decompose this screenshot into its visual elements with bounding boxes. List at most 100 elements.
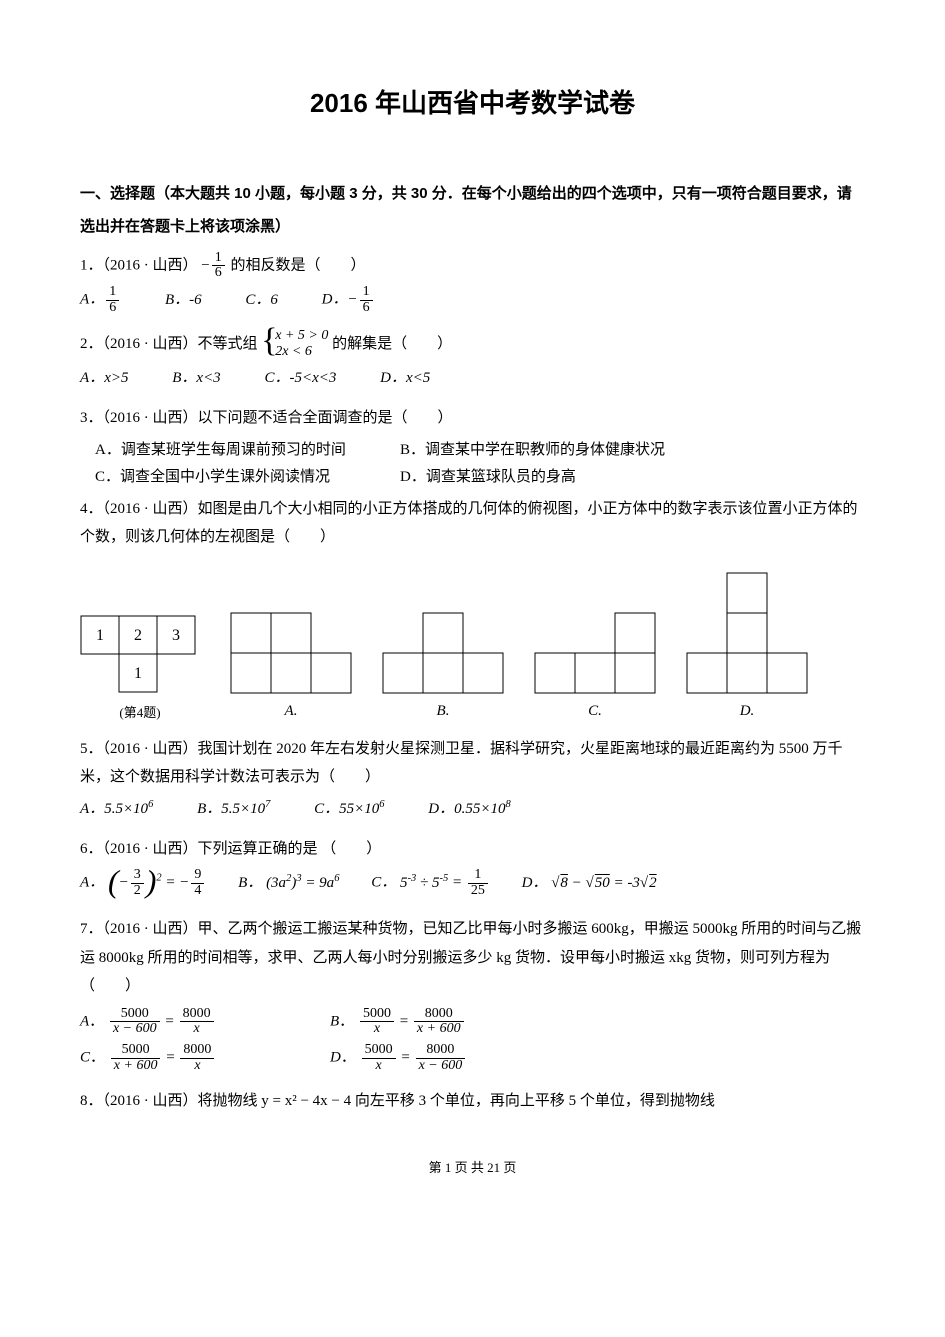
q7B-rn: 8000 [414,1007,464,1023]
q7A-ld: x − 600 [110,1022,160,1037]
question-6: 6．（2016 · 山西）下列运算正确的是 （ ） [80,835,865,864]
svg-text:1: 1 [96,627,104,644]
q6Ce2: -5 [439,873,448,884]
q1-frac-d: 6 [212,266,225,281]
q7B-ld: x [360,1022,394,1037]
footer-a: 第 [429,1160,445,1175]
page-footer: 第 1 页 共 21 页 [80,1156,865,1179]
q5De: 8 [506,799,511,810]
q4-caption: (第4题) [80,701,200,724]
q6A-rd: 4 [191,884,204,899]
q7D-rd: x − 600 [416,1059,466,1074]
q4-topview: 1 2 3 1 (第4题) [80,615,200,724]
q2-stem-a: 2．（2016 · 山西）不等式组 [80,336,261,352]
q6Crn: 1 [468,868,488,884]
question-5: 5．（2016 · 山西）我国计划在 2020 年左右发射火星探测卫星．据科学研… [80,735,865,792]
q6Dc: 2 [648,875,657,891]
q5Ae: 6 [148,799,153,810]
q1D-d: 6 [360,301,373,316]
section-header: 一、选择题（本大题共 10 小题，每小题 3 分，共 30 分．在每个小题给出的… [80,177,865,243]
question-1: 1．（2016 · 山西） −16 的相反数是（ ） [80,251,865,281]
question-4: 4．（2016 · 山西）如图是由几个大小相同的小正方体搭成的几何体的俯视图，小… [80,495,865,552]
q7C-ld: x + 600 [111,1059,161,1074]
q2-sys-r1: x + 5 > 0 [275,328,328,345]
q7A-rd: x [180,1022,214,1037]
q2B: x<3 [196,370,220,386]
q5Ce: 6 [379,799,384,810]
optC-svg [534,612,656,694]
svg-text:3: 3 [172,627,180,644]
q4-optA: A. [230,612,352,725]
q1D-n: 1 [360,285,373,301]
q6B1: (3a [266,875,286,891]
question-2: 2．（2016 · 山西）不等式组 x + 5 > 0 2x < 6 的解集是（… [80,328,865,362]
optA-svg [230,612,352,694]
q1A-n: 1 [106,285,119,301]
optD-svg [686,572,808,694]
q5C: 55×10 [339,801,379,817]
q6Be3: 6 [334,873,339,884]
q7C-ln: 5000 [111,1043,161,1059]
q5A: 5.5×10 [104,801,148,817]
q7A-rn: 8000 [180,1007,214,1023]
q7B-rd: x + 600 [414,1022,464,1037]
q2A: x>5 [104,370,128,386]
q5Be: 7 [265,799,270,810]
q2-sys-r2: 2x < 6 [275,344,328,361]
q6A-d: 2 [131,884,144,899]
svg-text:1: 1 [134,665,142,682]
q7B-ln: 5000 [360,1007,394,1023]
q2-stem-b: 的解集是（ ） [332,336,452,352]
q3-options: A．调查某班学生每周课前预习的时间 B．调查某中学在职教师的身体健康状况 C．调… [80,437,865,491]
q6A-n: 3 [131,868,144,884]
q4-optB: B. [382,612,504,725]
q2D: x<5 [406,370,430,386]
q2-options: A．x>5 B．x<3 C．-5<x<3 D．x<5 [80,365,865,392]
q6C2: ÷ 5 [416,875,439,891]
q5D: 0.55×10 [454,801,505,817]
q1-options: A．16 B．-6 C．6 D．−16 [80,285,865,315]
footer-total: 21 [487,1160,500,1175]
q3B: B．调查某中学在职教师的身体健康状况 [400,442,665,458]
question-7: 7．（2016 · 山西）甲、乙两个搬运工搬运某种货物，已知乙比甲每小时多搬运 … [80,915,865,1001]
q1C: 6 [270,292,278,308]
question-3: 3．（2016 · 山西）以下问题不适合全面调查的是（ ） [80,404,865,433]
q7C-rn: 8000 [180,1043,214,1059]
q7D-rn: 8000 [416,1043,466,1059]
q4-optC: C. [534,612,656,725]
q1A-d: 6 [106,301,119,316]
optB-svg [382,612,504,694]
q6Crd: 25 [468,884,488,899]
q5-options: A．5.5×106 B．5.5×107 C．55×106 D．0.55×108 [80,796,865,823]
q7D-ld: x [362,1059,396,1074]
q7A-ln: 5000 [110,1007,160,1023]
q6Drhs: = -3 [610,875,640,891]
q5B: 5.5×10 [221,801,265,817]
q1-frac-n: 1 [212,251,225,267]
q2C: -5<x<3 [289,370,336,386]
q1B: -6 [189,292,202,308]
q6Ce1: -3 [407,873,416,884]
q1-stem-b: 的相反数是（ ） [230,257,365,273]
q6A-rn: 9 [191,868,204,884]
q3D: D．调查某篮球队员的身高 [400,469,576,485]
q6Brhs: = 9a [302,875,335,891]
q7D-ln: 5000 [362,1043,396,1059]
q4-optD: D. [686,572,808,725]
q1-stem-a: 1．（2016 · 山西） [80,257,198,273]
q2-system: x + 5 > 0 2x < 6 [261,328,328,362]
q3A: A．调查某班学生每周课前预习的时间 [95,442,346,458]
footer-c: 页 [500,1160,516,1175]
q6Da: 8 [559,875,568,891]
q6Db: 50 [594,875,610,891]
q7-options: A． 5000x − 600 = 8000x B． 5000x = 8000x … [80,1007,865,1074]
footer-b: 页 共 [451,1160,487,1175]
question-8: 8．（2016 · 山西）将抛物线 y = x² − 4x − 4 向左平移 3… [80,1087,865,1116]
q7C-rd: x [180,1059,214,1074]
topview-svg: 1 2 3 1 [80,615,200,697]
svg-text:2: 2 [134,627,142,644]
q3C: C．调查全国中小学生课外阅读情况 [95,469,330,485]
q6-options: A． (−32)2 = −94 B． (3a2)3 = 9a6 C． 5-3 ÷… [80,867,865,899]
q4-diagrams: 123 1 (第4题) A. B [80,572,865,725]
page-title: 2016 年山西省中考数学试卷 [80,80,865,127]
